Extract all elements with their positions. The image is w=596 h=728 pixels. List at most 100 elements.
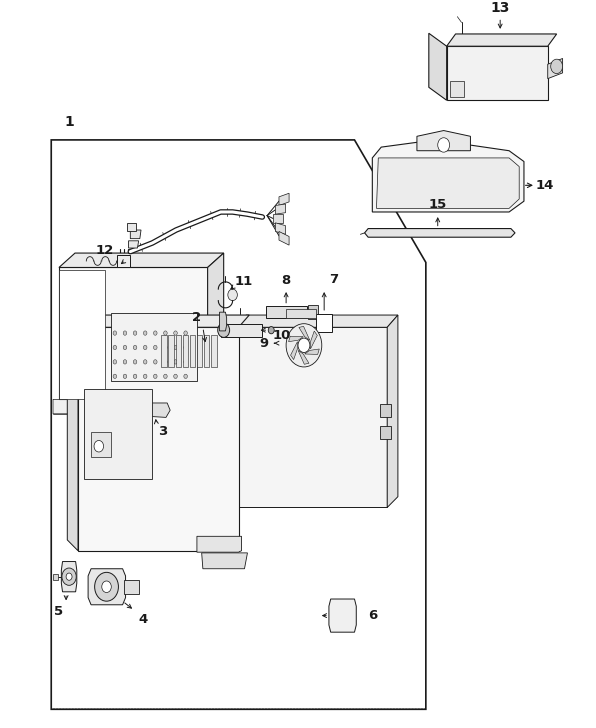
Polygon shape: [51, 140, 426, 709]
Circle shape: [173, 331, 177, 335]
Polygon shape: [429, 33, 446, 100]
Circle shape: [184, 345, 187, 349]
Polygon shape: [207, 253, 224, 400]
Circle shape: [62, 568, 76, 585]
Circle shape: [66, 573, 72, 580]
Circle shape: [184, 374, 187, 379]
Circle shape: [286, 324, 322, 367]
Polygon shape: [78, 328, 238, 550]
Polygon shape: [78, 315, 249, 328]
Text: 11: 11: [234, 275, 253, 288]
Polygon shape: [117, 255, 130, 267]
Polygon shape: [279, 193, 289, 205]
Circle shape: [144, 345, 147, 349]
Bar: [449, 81, 464, 97]
Circle shape: [95, 572, 119, 601]
Circle shape: [437, 138, 449, 152]
Circle shape: [154, 360, 157, 364]
Polygon shape: [221, 324, 262, 336]
Circle shape: [134, 331, 137, 335]
Text: 3: 3: [159, 425, 167, 438]
Circle shape: [123, 360, 127, 364]
Bar: [84, 389, 153, 478]
Circle shape: [173, 360, 177, 364]
Circle shape: [113, 345, 117, 349]
Circle shape: [113, 374, 117, 379]
Circle shape: [123, 345, 127, 349]
Bar: [308, 305, 318, 320]
Circle shape: [218, 323, 229, 337]
Circle shape: [134, 374, 137, 379]
Circle shape: [164, 374, 167, 379]
Polygon shape: [59, 253, 224, 267]
Polygon shape: [201, 553, 247, 569]
Circle shape: [134, 360, 137, 364]
Circle shape: [173, 374, 177, 379]
Text: 15: 15: [429, 197, 447, 210]
Circle shape: [268, 327, 274, 333]
Text: 5: 5: [54, 606, 64, 619]
Polygon shape: [88, 569, 126, 605]
Bar: [125, 579, 139, 594]
Text: 12: 12: [95, 245, 114, 258]
Polygon shape: [67, 317, 78, 550]
Polygon shape: [417, 130, 470, 151]
Polygon shape: [182, 334, 188, 367]
Circle shape: [102, 581, 111, 593]
Polygon shape: [446, 46, 548, 100]
Circle shape: [134, 345, 137, 349]
Text: 13: 13: [491, 1, 510, 15]
Text: 6: 6: [368, 609, 377, 622]
Polygon shape: [211, 334, 216, 367]
Polygon shape: [53, 574, 58, 579]
Polygon shape: [275, 223, 285, 234]
Circle shape: [173, 345, 177, 349]
Polygon shape: [219, 312, 226, 331]
Circle shape: [154, 374, 157, 379]
Circle shape: [228, 289, 237, 301]
Circle shape: [154, 345, 157, 349]
Text: 1: 1: [64, 115, 74, 129]
Circle shape: [123, 331, 127, 335]
Text: 4: 4: [139, 613, 148, 625]
Circle shape: [154, 331, 157, 335]
Circle shape: [94, 440, 104, 452]
Polygon shape: [299, 326, 310, 340]
Polygon shape: [446, 34, 557, 46]
Text: 7: 7: [329, 272, 339, 285]
Circle shape: [164, 360, 167, 364]
Polygon shape: [169, 334, 173, 367]
Bar: [380, 405, 391, 417]
Polygon shape: [59, 267, 207, 400]
Polygon shape: [329, 599, 356, 632]
Text: 10: 10: [273, 329, 291, 341]
Circle shape: [184, 360, 187, 364]
Circle shape: [164, 331, 167, 335]
Polygon shape: [61, 561, 77, 592]
Polygon shape: [190, 334, 195, 367]
Circle shape: [184, 331, 187, 335]
Circle shape: [144, 374, 147, 379]
Polygon shape: [175, 334, 181, 367]
Circle shape: [551, 59, 563, 74]
Polygon shape: [387, 315, 398, 507]
Polygon shape: [91, 432, 111, 457]
Polygon shape: [372, 140, 524, 212]
Polygon shape: [53, 390, 231, 414]
Bar: [266, 306, 307, 318]
Polygon shape: [377, 158, 519, 208]
Polygon shape: [131, 230, 141, 239]
Polygon shape: [129, 241, 139, 248]
Bar: [316, 314, 333, 333]
Polygon shape: [235, 315, 398, 328]
Polygon shape: [298, 350, 309, 364]
Polygon shape: [291, 341, 297, 360]
Circle shape: [144, 331, 147, 335]
Polygon shape: [548, 58, 563, 79]
Polygon shape: [142, 403, 170, 417]
Polygon shape: [273, 214, 283, 223]
Polygon shape: [197, 334, 202, 367]
Polygon shape: [128, 223, 136, 232]
Polygon shape: [162, 334, 167, 367]
Polygon shape: [288, 336, 303, 341]
